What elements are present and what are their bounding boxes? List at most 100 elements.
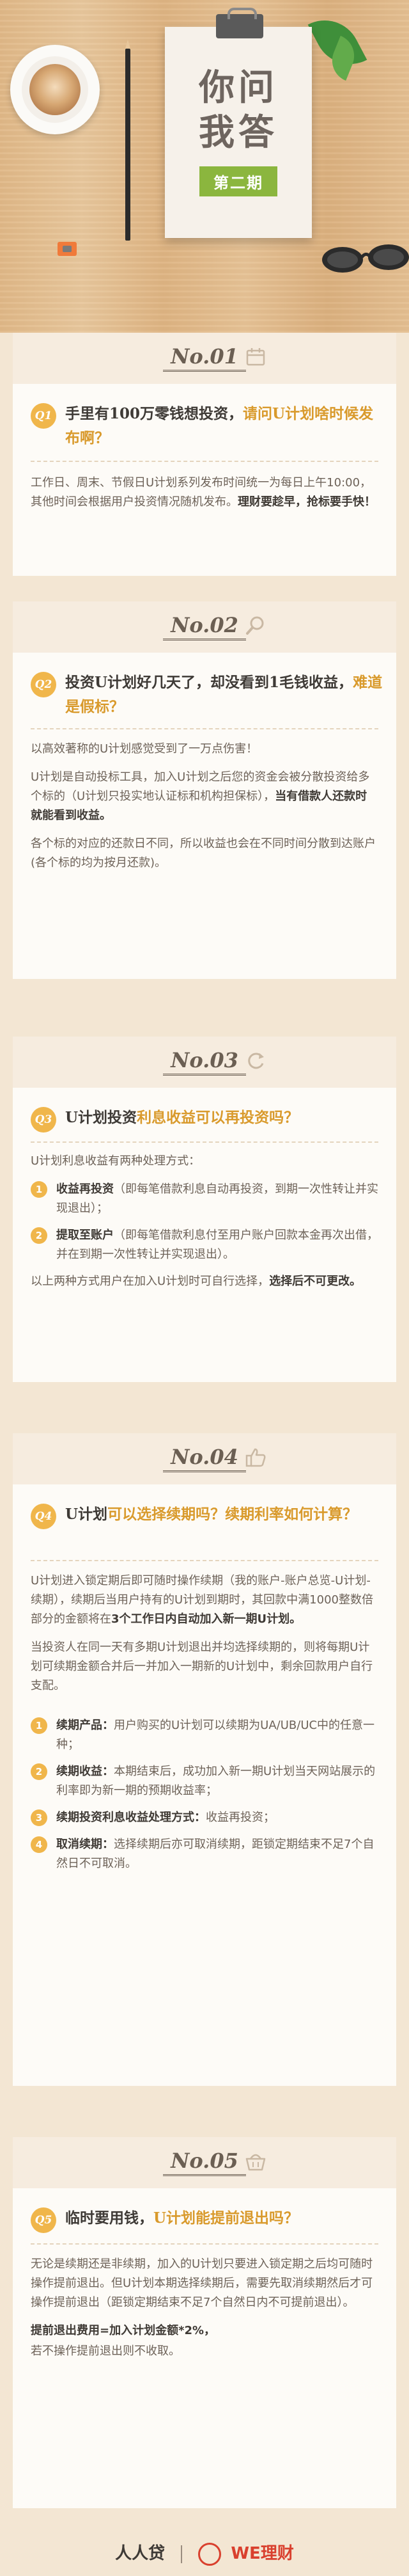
calendar-icon xyxy=(246,348,265,366)
divider xyxy=(31,2243,378,2245)
answer-text: 以高效著称的U计划感觉受到了一万点伤害！ xyxy=(31,742,258,756)
footer-divider xyxy=(181,2545,183,2563)
item-number: 1 xyxy=(31,1717,47,1734)
section-header-1: No.01 xyxy=(13,333,396,384)
item-text: 用户购买的U计划可以续期为UA/UB/UC中的任意一种； xyxy=(56,1719,375,1751)
answer-bold-text: 当有借款人还款时就能看到收益。 xyxy=(31,790,367,822)
divider xyxy=(31,461,378,462)
question-pre: 临时要用钱， xyxy=(65,2209,153,2227)
answer-bold-text: 选择后不可更改。 xyxy=(269,1275,362,1288)
answer-text: 以上两种方式用户在加入U计划时可自行选择， xyxy=(31,1275,270,1288)
section-number: No.05 xyxy=(13,2149,396,2176)
qa-card-2: Q2 投资U计划好几天了，却没看到1毛钱收益，难道是假标？ 以高效著称的U计划感… xyxy=(13,653,396,979)
question-text: 手里有100万零钱想投资，请问U计划啥时候发布啊？ xyxy=(65,402,383,450)
item-text: （即每笔借款利息付至用户账户回款本金再次出借，并在到期一次性转让并实现退出）。 xyxy=(56,1228,378,1261)
answer-paragraph: U计划是自动投标工具，加入U计划之后您的资金会被分散投资给多个标的（U计划只投实… xyxy=(31,768,378,825)
answer-paragraph: 以上两种方式用户在加入U计划时可自行选择，选择后不可更改。 xyxy=(31,1272,378,1291)
section-number: No.01 xyxy=(13,344,396,372)
question-badge: Q1 xyxy=(31,403,56,429)
item-bold-text: 提取至账户 xyxy=(56,1228,114,1242)
answer-text: 工作日、周末、节假日U计划系列发布时间统一为每日上午10:00，其他时间会根据用… xyxy=(31,476,372,509)
item-number: 3 xyxy=(31,1809,47,1826)
divider xyxy=(31,1560,378,1561)
section-header-5: No.05 xyxy=(13,2137,396,2188)
question-pre: 手里有100万零钱想投资， xyxy=(65,405,243,422)
title-card: 你问 我答 第二期 xyxy=(165,27,312,238)
item-bold-text: 续期投资利息收益处理方式： xyxy=(56,1811,206,1824)
qa-card-1: Q1 手里有100万零钱想投资，请问U计划啥时候发布啊？ 工作日、周末、节假日U… xyxy=(13,384,396,576)
question-text: U计划投资利息收益可以再投资吗？ xyxy=(65,1106,383,1130)
answer-body: 工作日、周末、节假日U计划系列发布时间统一为每日上午10:00，其他时间会根据用… xyxy=(31,473,378,521)
page-title-line2: 我答 xyxy=(199,111,278,154)
answer-text: 当投资人在同一天有多期U计划退出并均选择续期的，则将每期U计划可续期金额合并后一… xyxy=(31,1641,373,1692)
list-item: 3 续期投资利息收益处理方式：收益再投资； xyxy=(31,1808,378,1827)
answer-bold-text: 3个工作日内自动加入新一期U计划。 xyxy=(111,1612,302,1626)
answer-paragraph: U计划进入锁定期后即可随时操作续期（我的账户-账户总览-U计划-续期），续期后当… xyxy=(31,1571,378,1629)
question-row: Q4 U计划可以选择续期吗？续期利率如何计算？ xyxy=(31,1502,383,1529)
divider xyxy=(31,1141,378,1143)
item-text: 收益再投资； xyxy=(206,1811,275,1824)
answer-body: U计划利息收益有两种处理方式： 1 收益再投资（即每笔借款利息自动再投资，到期一次… xyxy=(31,1152,378,1300)
question-highlight: 难道是假标？ xyxy=(65,674,383,715)
answer-paragraph: 无论是续期还是非续期，加入的U计划只要进入锁定期之后均可随时操作提前退出。但U计… xyxy=(31,2255,378,2312)
item-bold-text: 取消续期： xyxy=(56,1838,114,1851)
section-header-4: No.04 xyxy=(13,1433,396,1484)
question-row: Q5 临时要用钱，U计划能提前退出吗？ xyxy=(31,2206,383,2233)
answer-intro: U计划利息收益有两种处理方式： xyxy=(31,1154,201,1168)
question-row: Q2 投资U计划好几天了，却没看到1毛钱收益，难道是假标？ xyxy=(31,671,383,719)
partner-logo-icon xyxy=(198,2542,222,2566)
question-highlight: U计划能提前退出吗？ xyxy=(153,2209,299,2227)
qa-card-4: Q4 U计划可以选择续期吗？续期利率如何计算？ U计划进入锁定期后即可随时操作续… xyxy=(13,1484,396,2086)
question-pre: 投资U计划好几天了，却没看到1毛钱收益， xyxy=(65,674,353,691)
answer-paragraph: 提前退出费用=加入计划金额*2%， xyxy=(31,2321,378,2341)
item-bold-text: 收益再投资 xyxy=(56,1182,114,1196)
question-pre: U计划 xyxy=(65,1506,108,1523)
answer-body: U计划进入锁定期后即可随时操作续期（我的账户-账户总览-U计划-续期），续期后当… xyxy=(31,1571,378,1881)
pencil-icon xyxy=(125,40,130,241)
thumbs-up-icon xyxy=(245,1448,266,1467)
section-header-3: No.03 xyxy=(13,1037,396,1088)
answer-paragraph: 若不操作提前退出则不收取。 xyxy=(31,2342,378,2361)
partner-logo: WE理财 xyxy=(231,2544,294,2563)
question-badge: Q5 xyxy=(31,2207,56,2233)
item-number: 2 xyxy=(31,1227,47,1244)
basket-icon xyxy=(245,2154,266,2171)
question-highlight: 请问U计划啥时候发布啊？ xyxy=(65,405,374,447)
section-number: No.03 xyxy=(13,1048,396,1076)
answer-paragraph: 各个标的对应的还款日不同，所以收益也会在不同时间分散到达账户 (各个标的均为按月… xyxy=(31,834,378,873)
question-text: U计划可以选择续期吗？续期利率如何计算？ xyxy=(65,1502,383,1527)
item-text: 本期结束后，成功加入新一期U计划当天网站展示的利率即为新一期的预期收益率； xyxy=(56,1765,376,1797)
footer: 人人贷 WE理财 xyxy=(0,2531,409,2576)
divider xyxy=(31,728,378,729)
issue-badge: 第二期 xyxy=(199,166,277,196)
glasses-icon xyxy=(322,244,409,273)
section-number: No.02 xyxy=(13,613,396,640)
qa-card-3: Q3 U计划投资利息收益可以再投资吗？ U计划利息收益有两种处理方式： 1 收益再… xyxy=(13,1088,396,1382)
sharpener-icon xyxy=(58,242,77,256)
item-number: 4 xyxy=(31,1836,47,1853)
clipboard-clip-icon xyxy=(216,8,263,38)
question-pre: U计划投资 xyxy=(65,1109,137,1126)
answer-paragraph: 工作日、周末、节假日U计划系列发布时间统一为每日上午10:00，其他时间会根据用… xyxy=(31,473,378,512)
question-highlight: 可以选择续期吗？续期利率如何计算？ xyxy=(107,1506,358,1523)
answer-text: 无论是续期还是非续期，加入的U计划只要进入锁定期之后均可随时操作提前退出。但U计… xyxy=(31,2257,373,2309)
section-number: No.04 xyxy=(13,1445,396,1472)
brand-logo: 人人贷 xyxy=(115,2544,166,2563)
item-number: 2 xyxy=(31,1763,47,1780)
question-badge: Q4 xyxy=(31,1504,56,1529)
page-title-line1: 你问 xyxy=(199,67,278,109)
answer-text: U计划是自动投标工具，加入U计划之后您的资金会被分散投资给多个标的（U计划只投实… xyxy=(31,770,370,803)
item-bold-text: 续期收益： xyxy=(56,1765,114,1778)
list-item: 4 取消续期：选择续期后亦可取消续期，距锁定期结束不足7个自然日不可取消。 xyxy=(31,1835,378,1873)
list-item: 1 收益再投资（即每笔借款利息自动再投资，到期一次性转让并实现退出）； xyxy=(31,1180,378,1218)
answer-paragraph: 当投资人在同一天有多期U计划退出并均选择续期的，则将每期U计划可续期金额合并后一… xyxy=(31,1638,378,1696)
answer-body: 以高效著称的U计划感觉受到了一万点伤害！ U计划是自动投标工具，加入U计划之后您… xyxy=(31,740,378,882)
list-item: 2 续期收益：本期结束后，成功加入新一期U计划当天网站展示的利率即为新一期的预期收… xyxy=(31,1762,378,1801)
question-badge: Q2 xyxy=(31,672,56,697)
answer-text: 若不操作提前退出则不收取。 xyxy=(31,2344,180,2358)
answer-text: 各个标的对应的还款日不同，所以收益也会在不同时间分散到达账户 (各个标的均为按月… xyxy=(31,837,376,870)
magnifier-icon xyxy=(246,616,264,635)
list-item: 1 续期产品：用户购买的U计划可以续期为UA/UB/UC中的任意一种； xyxy=(31,1716,378,1754)
answer-bold-text: 提前退出费用=加入计划金额*2%， xyxy=(31,2324,216,2337)
